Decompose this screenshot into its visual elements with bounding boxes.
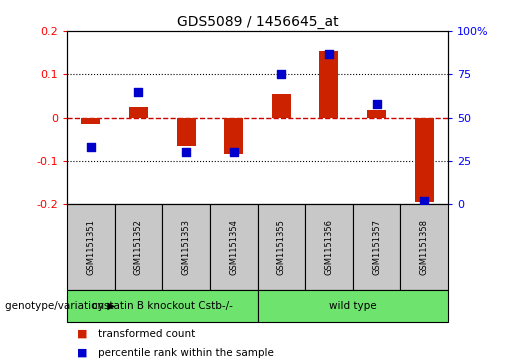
Point <box>325 51 333 57</box>
Point <box>230 149 238 155</box>
Bar <box>177 118 196 146</box>
Point <box>277 72 285 77</box>
Text: wild type: wild type <box>329 301 376 311</box>
Text: percentile rank within the sample: percentile rank within the sample <box>98 348 274 358</box>
Bar <box>81 118 100 124</box>
Bar <box>67 290 258 322</box>
Bar <box>272 94 291 118</box>
Point <box>134 89 143 94</box>
Text: ■: ■ <box>77 329 88 339</box>
Bar <box>319 50 338 118</box>
Text: GSM1151357: GSM1151357 <box>372 219 381 275</box>
Text: GSM1151354: GSM1151354 <box>229 219 238 275</box>
Text: GSM1151358: GSM1151358 <box>420 219 428 275</box>
Bar <box>224 118 243 154</box>
Bar <box>258 290 448 322</box>
Bar <box>210 204 258 290</box>
Point <box>87 144 95 150</box>
Point <box>182 149 190 155</box>
Bar <box>258 204 305 290</box>
Text: cystatin B knockout Cstb-/-: cystatin B knockout Cstb-/- <box>92 301 233 311</box>
Bar <box>353 204 401 290</box>
Text: genotype/variation ▶: genotype/variation ▶ <box>5 301 115 311</box>
Bar <box>415 118 434 202</box>
Bar <box>67 204 115 290</box>
Text: transformed count: transformed count <box>98 329 195 339</box>
Text: ■: ■ <box>77 348 88 358</box>
Point <box>420 197 428 203</box>
Bar <box>162 204 210 290</box>
Text: GSM1151355: GSM1151355 <box>277 219 286 275</box>
Title: GDS5089 / 1456645_at: GDS5089 / 1456645_at <box>177 15 338 29</box>
Bar <box>129 107 148 118</box>
Text: GSM1151351: GSM1151351 <box>87 219 95 275</box>
Text: GSM1151356: GSM1151356 <box>324 219 333 275</box>
Bar <box>305 204 353 290</box>
Text: GSM1151352: GSM1151352 <box>134 219 143 275</box>
Bar <box>401 204 448 290</box>
Bar <box>367 110 386 118</box>
Text: GSM1151353: GSM1151353 <box>182 219 191 275</box>
Point <box>372 101 381 107</box>
Bar <box>114 204 162 290</box>
